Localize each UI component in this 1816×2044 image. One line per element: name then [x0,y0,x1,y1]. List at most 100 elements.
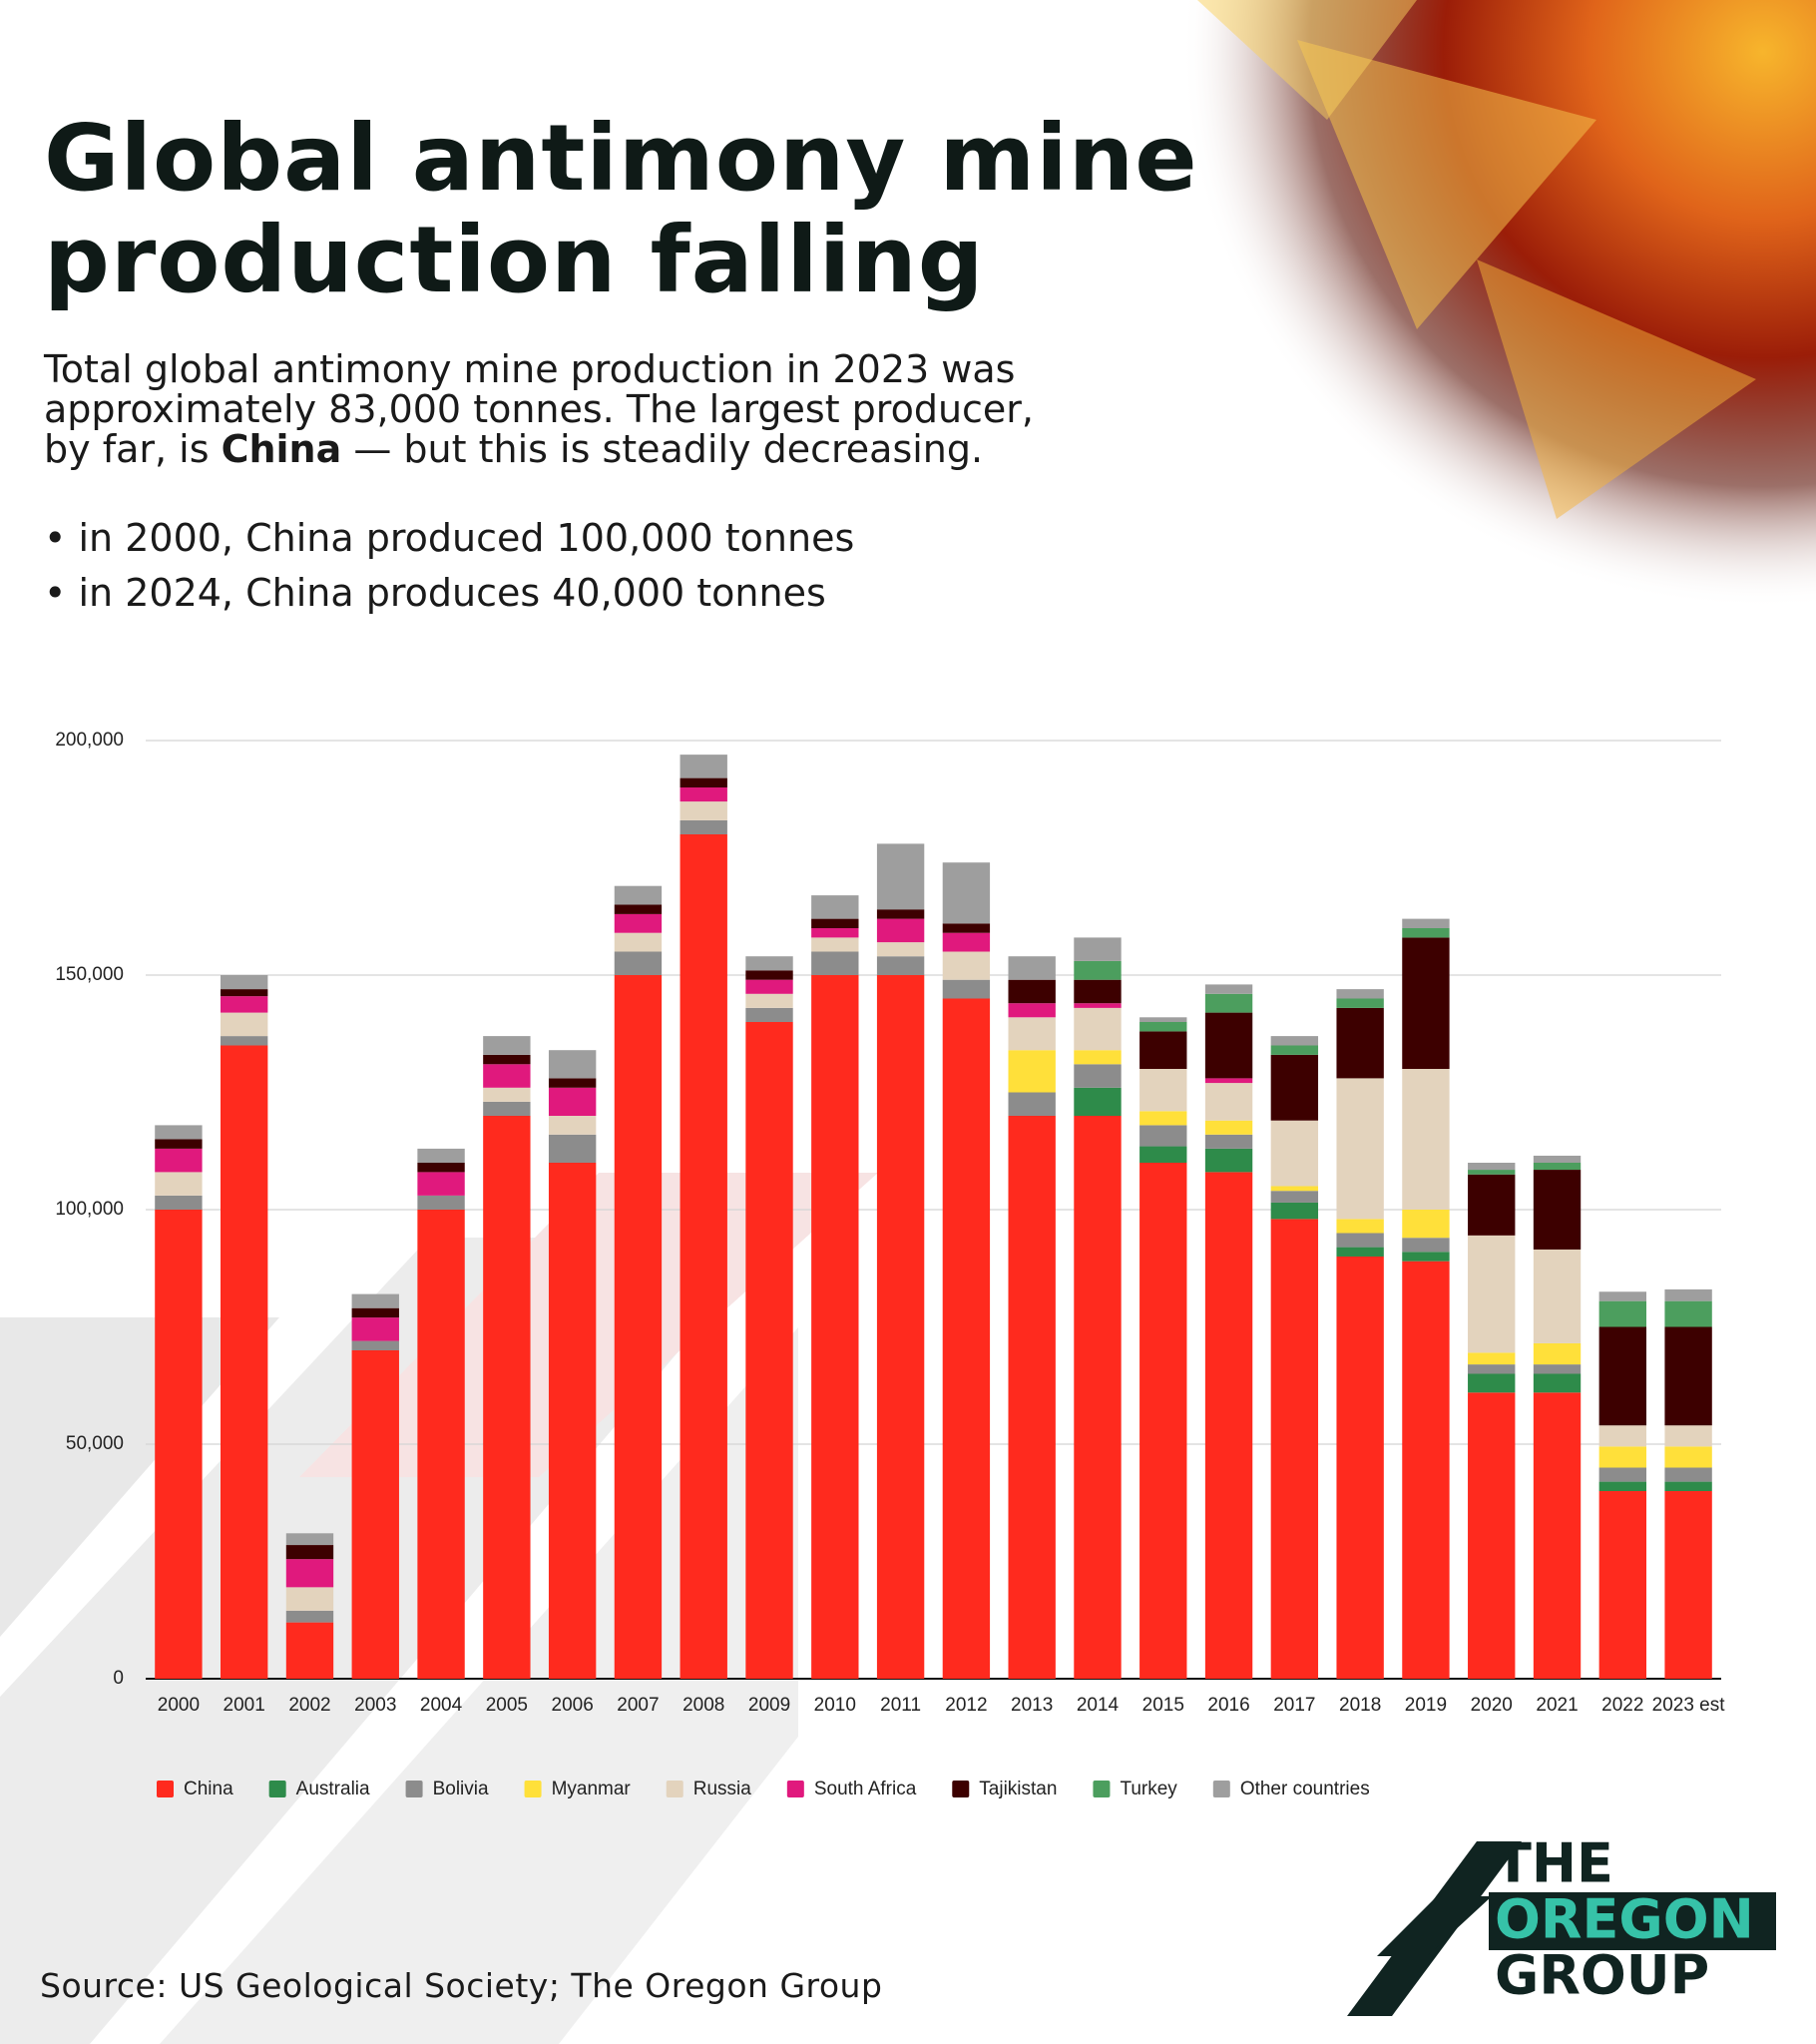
bar-segment [1402,1069,1450,1210]
bar-segment [285,1559,334,1588]
bar-segment [1336,1078,1384,1220]
legend-label: Myanmar [552,1779,632,1799]
bar-segment [548,1163,597,1679]
legend-swatch [666,1781,683,1797]
subtitle-line: approximately 83,000 tonnes. The largest… [44,387,1035,431]
bar-segment [1468,1174,1516,1236]
bar-segment [1598,1300,1646,1327]
bar-segment [1598,1481,1646,1491]
bar-segment [1204,1172,1253,1679]
bar-segment [1468,1373,1516,1393]
subtitle-text: by far, is [44,427,222,471]
bar-segment [1468,1170,1516,1175]
legend-label: Turkey [1120,1779,1177,1799]
bar-segment [351,1293,399,1308]
bar-segment [1468,1235,1516,1353]
x-tick-label: 2010 [814,1695,856,1716]
bar-segment [614,975,663,1679]
legend-label: China [184,1779,233,1799]
bullet: in 2000, China produced 100,000 tonnes [44,511,855,566]
bar-segment [155,1172,203,1196]
bar-segment [876,956,925,975]
x-tick-label: 2021 [1536,1695,1578,1716]
subtitle-text: — but this is steadily decreasing. [341,427,984,471]
bar-segment [1336,989,1384,999]
legend-swatch [157,1781,174,1797]
bar-segment [285,1545,334,1560]
x-tick-label: 2007 [617,1695,659,1716]
bar-segment [1270,1191,1319,1203]
bar-segment [221,989,268,997]
bar-segment [811,975,859,1679]
bar-segment [1074,960,1122,980]
bar-segment [1008,1050,1056,1093]
x-tick-label: 2014 [1077,1695,1120,1716]
bar-segment [1204,993,1253,1013]
x-tick-label: 2011 [880,1695,921,1716]
bar-segment [155,1195,203,1210]
bar-segment [1270,1045,1319,1055]
legend-swatch [405,1781,423,1797]
bar-segment [1664,1446,1712,1468]
bar-segment [876,843,925,910]
bar-segment [1204,1012,1253,1079]
x-tick-label: 2009 [748,1695,790,1716]
logo: THE OREGON GROUP [1347,1832,1776,2016]
bar-segment [1533,1170,1582,1250]
bar-segment [1533,1373,1582,1393]
x-tick-label: 2019 [1405,1695,1447,1716]
bar-segment [221,1036,268,1046]
bar-segment [1270,1219,1319,1679]
bar-segment [1139,1111,1187,1126]
bar-segment [285,1610,334,1623]
bar-segment [1598,1446,1646,1468]
bar-segment [1074,937,1122,961]
bar-segment [483,1054,531,1065]
bar-segment [1074,1087,1122,1116]
y-tick-label: 150,000 [55,964,124,985]
bar-segment [745,1007,793,1022]
bar-segment [1664,1288,1712,1301]
bar-segment [1468,1364,1516,1374]
bar-segment [1598,1326,1646,1426]
bar-segment [1664,1467,1712,1482]
bar-segment [1664,1481,1712,1491]
bar-segment [1533,1392,1582,1679]
bar-segment [614,913,663,933]
bar-segment [417,1163,465,1173]
bar-segment [942,862,991,924]
bar-segment [1139,1069,1187,1112]
bar-segment [351,1307,399,1318]
bar-segment [876,909,925,919]
bar-segment [417,1148,465,1163]
bar-segment [614,904,663,914]
bar-segment [1336,1247,1384,1257]
bar-segment [811,895,859,919]
subtitle: Total global antimony mine production in… [44,349,1034,469]
bar-segment [1270,1186,1319,1192]
bar-segment [942,923,991,933]
bar-segment [614,885,663,905]
bar-segment [1008,1003,1056,1018]
legend-swatch [786,1781,804,1797]
bar-segment [680,755,727,778]
bar-segment [548,1078,597,1088]
title-line: Global antimony mine [44,105,1198,212]
x-tick-label: 2002 [288,1695,330,1716]
bar-segment [1336,1219,1384,1234]
bar-segment [1139,1031,1187,1069]
plot-area: 0 50,000 100,000 150,000 200,000 2000 2001 2002… [55,730,1725,1799]
bar-segment [1204,1134,1253,1149]
bar-segment [155,1125,203,1140]
bar-segment [942,951,991,980]
bar-segment [351,1317,399,1341]
x-tick-label: 2020 [1471,1695,1513,1716]
legend-label: Bolivia [433,1779,489,1799]
y-tick-label: 0 [113,1668,124,1689]
bar-segment [351,1350,399,1679]
bar-segment [548,1050,597,1079]
bar-segment [680,834,727,1679]
bar-segment [745,979,793,994]
bar-segment [1468,1163,1516,1171]
